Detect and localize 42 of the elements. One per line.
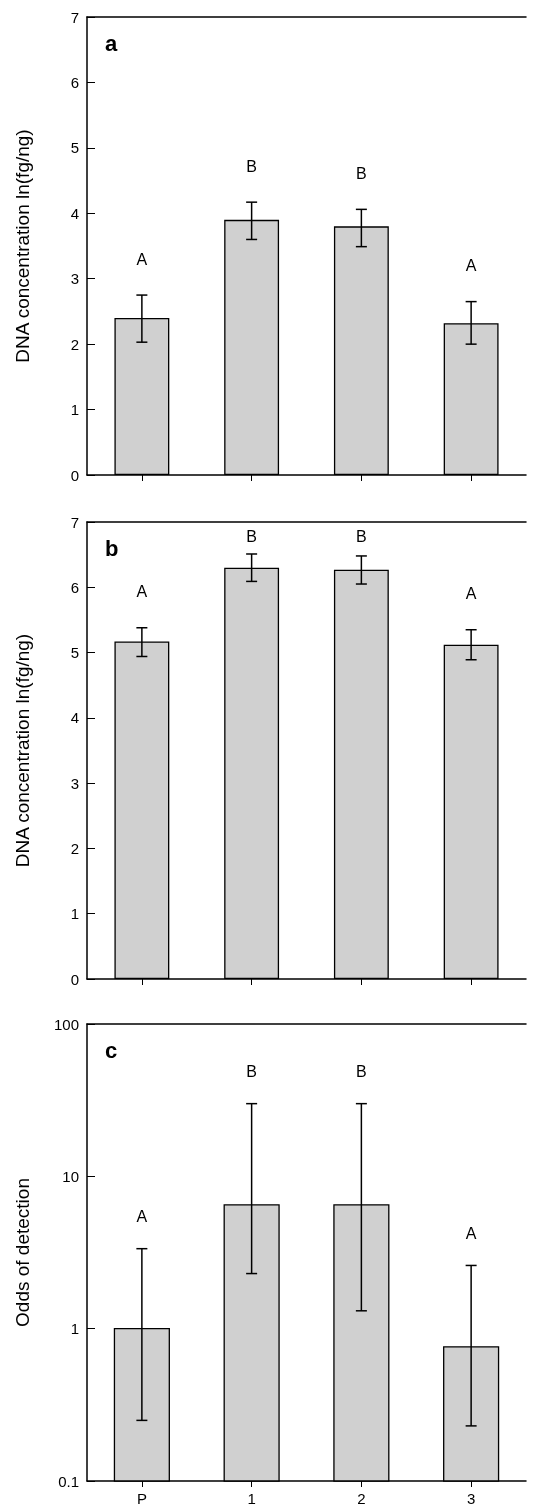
text: a — [105, 30, 118, 56]
y-tick-label: 3 — [70, 270, 79, 288]
y-tick-label: 2 — [70, 335, 79, 353]
annotation: B — [356, 1063, 367, 1081]
y-tick-label: 7 — [70, 8, 79, 26]
y-tick-label: 5 — [70, 139, 79, 157]
y-axis-title: DNA concentration ln(fg/ng) — [12, 129, 33, 363]
annotation: A — [136, 583, 148, 601]
y-axis-title: Odds of detection — [12, 1178, 33, 1327]
y-tick-label: 3 — [70, 774, 79, 792]
x-tick-label: P — [136, 1490, 147, 1507]
y-tick-label: 10 — [62, 1167, 79, 1185]
y-tick-label: 1 — [70, 1320, 79, 1338]
annotation: A — [465, 257, 477, 275]
y-tick-label: 4 — [70, 709, 79, 727]
text: c — [105, 1037, 118, 1063]
y-tick-label: 7 — [70, 513, 79, 531]
annotation: A — [465, 1224, 477, 1242]
y-tick-label: 4 — [70, 204, 79, 222]
y-tick-label: 1 — [70, 905, 79, 923]
annotation: B — [246, 527, 257, 545]
y-tick-label: 5 — [70, 644, 79, 662]
y-tick-label: 0.1 — [58, 1472, 79, 1490]
y-tick-label: 0 — [70, 970, 79, 988]
y-axis-title: DNA concentration ln(fg/ng) — [12, 633, 33, 868]
annotation: A — [465, 585, 477, 603]
y-tick-label: 6 — [70, 578, 79, 596]
x-tick-label: 3 — [466, 1490, 476, 1507]
annotation: B — [356, 527, 367, 545]
annotation: B — [246, 1063, 257, 1081]
y-tick-label: 0 — [70, 466, 79, 484]
annotation: A — [136, 1208, 148, 1226]
y-tick-label: 1 — [70, 401, 79, 419]
y-tick-label: 2 — [70, 839, 79, 857]
y-tick-label: 100 — [53, 1015, 79, 1033]
annotation: A — [136, 250, 148, 268]
x-tick-label: 2 — [357, 1490, 366, 1507]
y-tick-label: 6 — [70, 73, 79, 91]
x-tick-label: 1 — [247, 1490, 256, 1507]
text: b — [105, 535, 119, 561]
annotation: B — [246, 157, 257, 175]
annotation: B — [356, 164, 367, 182]
